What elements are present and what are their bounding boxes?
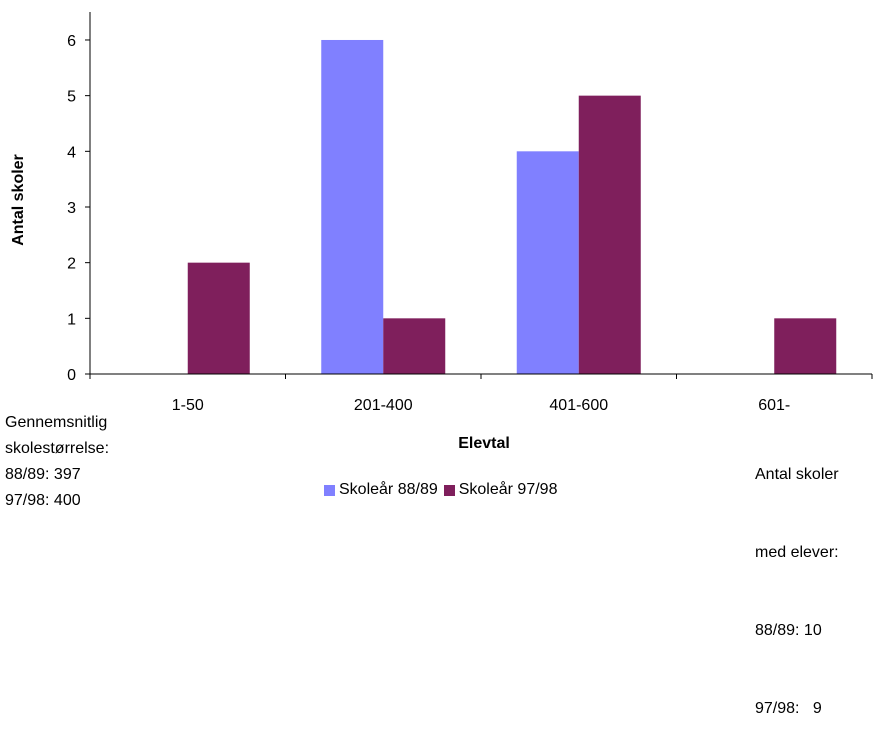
legend: Skoleår 88/89 Skoleår 97/98 [324, 481, 563, 499]
bar-series1-1-50 [187, 262, 250, 374]
y-tick-label-4: 4 [67, 144, 76, 161]
bar-chart: Antal skoler Elevtal 0 1 2 3 4 5 6 1-50 201-400 4… [10, 12, 873, 452]
school-count-note: Antal skoler med elever: 88/89: 10 97/98… [755, 410, 839, 748]
note-left-line-1: Gennemsnitlig [5, 414, 108, 431]
bar-series1-601- [774, 318, 837, 374]
x-tick-label-401-600: 401-600 [549, 397, 608, 414]
y-tick-label-5: 5 [67, 89, 76, 106]
note-right-line-2: med elever: [755, 544, 839, 561]
note-right-line-1: Antal skoler [755, 466, 839, 483]
legend-label-97-98: Skoleår 97/98 [458, 481, 558, 498]
note-left-line-4: 97/98: 400 [5, 492, 81, 509]
note-left-line-3: 88/89: 397 [5, 466, 81, 483]
x-axis-label: Elevtal [458, 435, 510, 452]
x-tick-label-201-400: 201-400 [354, 397, 413, 414]
bar-series1-401-600 [578, 95, 641, 375]
bar-series0-201-400 [321, 39, 384, 374]
bar-series1-201-400 [383, 318, 446, 374]
legend-swatch-97-98 [443, 484, 455, 496]
x-tick-label-601-: 601- [758, 397, 790, 414]
legend-swatch-88-89 [324, 484, 335, 496]
note-right-line-4: 97/98: 9 [755, 700, 822, 717]
y-tick-label-0: 0 [67, 367, 76, 384]
bar-series0-401-600 [516, 151, 579, 374]
legend-label-88-89: Skoleår 88/89 [339, 481, 438, 498]
legend-item-88-89: Skoleår 88/89 [324, 481, 438, 499]
note-left-line-2: skolestørrelse: [5, 440, 110, 457]
legend-item-97-98: Skoleår 97/98 [443, 481, 558, 499]
x-tick-label-1-50: 1-50 [172, 397, 204, 414]
y-tick-label-3: 3 [67, 200, 76, 217]
note-right-line-3: 88/89: 10 [755, 622, 822, 639]
y-tick-label-6: 6 [67, 33, 76, 50]
average-school-size-note: Gennemsnitlig skolestørrelse: 88/89: 397… [5, 410, 109, 514]
y-tick-label-2: 2 [67, 256, 76, 273]
y-tick-label-1: 1 [67, 311, 76, 328]
plot-area: 0 1 2 3 4 5 6 1-50 201-400 401-600 601- [67, 12, 873, 414]
y-axis-label: Antal skoler [10, 154, 27, 246]
